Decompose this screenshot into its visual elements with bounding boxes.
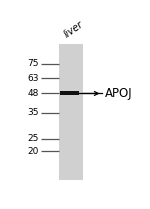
Bar xyxy=(59,44,83,180)
Text: 20: 20 xyxy=(27,147,39,156)
Text: 25: 25 xyxy=(27,134,39,143)
Text: 35: 35 xyxy=(27,108,39,117)
Text: APOJ: APOJ xyxy=(105,87,132,100)
Text: 63: 63 xyxy=(27,74,39,83)
Text: 75: 75 xyxy=(27,59,39,68)
Bar xyxy=(60,92,79,96)
Text: liver: liver xyxy=(62,19,85,40)
Text: 48: 48 xyxy=(27,89,39,98)
